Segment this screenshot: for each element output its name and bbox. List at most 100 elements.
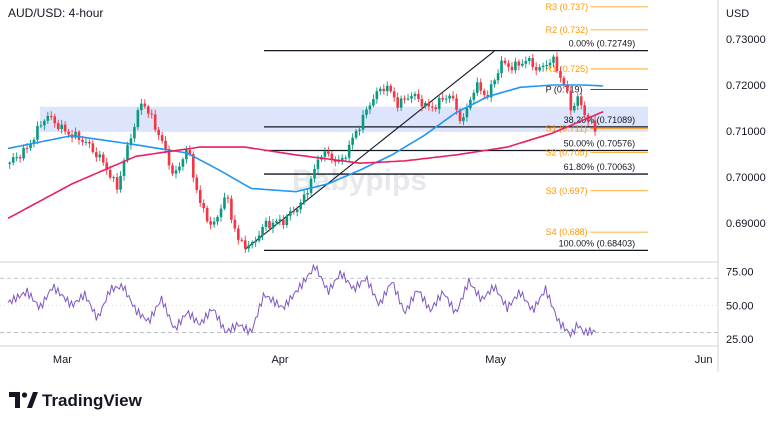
fib-label-3: 61.80% (0.70063) (564, 162, 636, 172)
tradingview-logo[interactable]: TradingView (9, 391, 143, 410)
candle-body (410, 96, 413, 99)
candle-body (11, 157, 15, 163)
candle-body (15, 157, 18, 159)
candle-body (462, 117, 465, 122)
candle-body (160, 135, 164, 141)
candle-body (521, 63, 524, 66)
candle-body (489, 84, 493, 98)
candle-body (379, 88, 382, 92)
candle-body (108, 169, 112, 178)
candle-body (81, 139, 84, 143)
price-tick-4: 0.69000 (726, 218, 766, 230)
candle-body (472, 92, 476, 100)
pivot-levels: R3 (0.737) R2 (0.732) R1 (0.725) P (0.719) S… (546, 2, 648, 237)
candle-body (18, 157, 22, 159)
candle-body (327, 151, 330, 154)
candle-body (174, 170, 178, 174)
candle-body (56, 123, 60, 129)
candle-body (146, 106, 150, 114)
pivot-label-4: S1 (0.711) (546, 124, 587, 134)
candle-body (496, 73, 500, 81)
candle-body (476, 82, 479, 93)
candle-body (427, 102, 431, 107)
candle-body (444, 98, 448, 100)
rsi-tick-2: 25.00 (726, 334, 754, 346)
candle-body (479, 82, 483, 91)
candle-body (316, 159, 320, 169)
candle-body (517, 61, 521, 66)
tradingview-logo-icon (9, 392, 38, 408)
candle-body (413, 93, 417, 97)
candle-body (74, 131, 77, 138)
candle-body (288, 211, 292, 216)
candle-body (299, 202, 302, 210)
tradingview-logo-text: TradingView (42, 391, 143, 410)
candle-body (67, 131, 70, 135)
candle-body (53, 116, 57, 124)
candle-body (392, 91, 396, 98)
candle-body (361, 114, 365, 130)
candle-body (347, 144, 351, 158)
candle-body (469, 99, 472, 109)
candle-body (482, 90, 486, 95)
rsi-line (7, 263, 596, 339)
candle-body (133, 127, 136, 139)
candle-body (230, 198, 233, 220)
pivot-label-2: R1 (0.725) (546, 64, 589, 74)
time-tick-apr: Apr (271, 354, 288, 366)
price-tick-0: 0.73000 (726, 34, 766, 46)
candle-body (247, 245, 251, 249)
candle-body (188, 149, 192, 154)
candle-body (157, 129, 160, 136)
candle-body (278, 219, 282, 221)
candle-body (527, 58, 531, 61)
candle-body (465, 108, 469, 118)
candle-body (403, 98, 406, 100)
candle-body (25, 147, 29, 149)
candle-body (340, 157, 344, 160)
candle-body (430, 106, 434, 108)
candle-body (396, 97, 399, 108)
candle-body (250, 242, 254, 246)
candle-body (29, 143, 32, 149)
candle-body (541, 65, 545, 68)
candle-body (95, 152, 98, 158)
candle-body (191, 153, 195, 178)
candle-body (531, 58, 535, 68)
candle-body (22, 147, 25, 159)
candle-body (237, 228, 240, 240)
candle-body (344, 157, 347, 159)
candle-body (122, 160, 126, 176)
candle-body (46, 115, 50, 121)
candle-body (216, 216, 219, 222)
rsi-tick-0: 75.00 (726, 266, 754, 278)
candle-body (451, 95, 455, 99)
candle-body (434, 107, 438, 110)
candle-body (555, 56, 559, 71)
candle-body (552, 56, 555, 63)
candle-body (136, 110, 140, 128)
candle-body (382, 88, 386, 92)
price-tick-3: 0.70000 (726, 172, 766, 184)
candle-body (420, 99, 424, 107)
candle-body (406, 98, 410, 100)
candle-body (126, 145, 129, 161)
candle-body (399, 98, 403, 108)
candles (8, 52, 597, 254)
candle-body (257, 235, 261, 241)
candle-body (60, 124, 63, 129)
candle-body (32, 139, 36, 144)
price-pane[interactable]: Babypips 0.00% (0.72749)38.20% (0.71089)… (7, 2, 766, 254)
candle-body (243, 240, 247, 249)
candle-body (295, 209, 299, 213)
candle-body (209, 221, 212, 225)
rsi-pane[interactable]: 75.00 50.00 25.00 (0, 263, 754, 346)
candle-body (254, 240, 257, 243)
candle-body (261, 227, 264, 236)
fibonacci-levels: 0.00% (0.72749) 38.20% (0.71089) 50.00% (0… (264, 39, 648, 252)
fib-label-1: 38.20% (0.71089) (564, 115, 636, 125)
fib-label-2: 50.00% (0.70576) (564, 138, 636, 148)
candle-body (140, 103, 143, 111)
candle-body (566, 84, 569, 92)
